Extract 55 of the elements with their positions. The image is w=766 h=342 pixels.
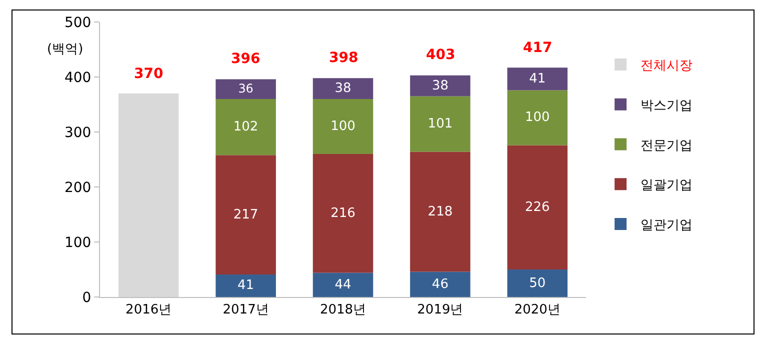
legend-label: 박스기업 xyxy=(640,98,693,114)
total-label: 403 xyxy=(426,47,456,63)
data-label: 226 xyxy=(524,200,550,215)
data-label: 100 xyxy=(524,110,550,126)
bar xyxy=(118,94,179,297)
total-label: 417 xyxy=(523,40,552,56)
y-tick-label: 200 xyxy=(64,180,92,196)
y-tick-label: 400 xyxy=(64,70,92,86)
y-tick-label: 300 xyxy=(64,124,92,141)
data-label: 46 xyxy=(432,276,448,292)
y-tick-label: 0 xyxy=(82,290,92,306)
data-label: 217 xyxy=(233,207,258,222)
data-label: 216 xyxy=(330,206,356,221)
data-label: 38 xyxy=(334,81,352,96)
data-label: 218 xyxy=(428,204,453,220)
data-label: 102 xyxy=(233,120,258,135)
x-tick-label: 2020년 xyxy=(514,302,560,318)
bar xyxy=(312,272,374,297)
legend-label: 일괄기업 xyxy=(640,178,693,194)
bar xyxy=(312,154,374,273)
x-tick-label: 2017년 xyxy=(222,302,269,318)
bar xyxy=(312,99,374,154)
bar xyxy=(410,75,470,96)
total-label: 370 xyxy=(134,66,164,82)
bar xyxy=(216,79,276,99)
bar xyxy=(216,155,276,274)
data-label: 101 xyxy=(428,116,453,132)
bar xyxy=(216,274,276,297)
bar xyxy=(507,68,568,90)
y-tick-label: 500 xyxy=(64,14,92,31)
bar xyxy=(507,145,568,270)
data-label: 50 xyxy=(529,276,546,291)
bar xyxy=(507,90,568,146)
y-axis-title: (백억) xyxy=(47,42,84,57)
x-tick-label: 2019년 xyxy=(417,302,464,318)
bar xyxy=(312,78,374,99)
bar xyxy=(410,152,470,272)
data-label: 100 xyxy=(330,119,356,134)
bar xyxy=(410,272,470,297)
y-tick-label: 100 xyxy=(64,234,92,251)
bar xyxy=(216,99,276,156)
data-label: 41 xyxy=(529,71,546,86)
x-tick-label: 2016년 xyxy=(126,302,172,318)
legend-label: 전문기업 xyxy=(640,138,693,154)
legend-label: 전체시장 xyxy=(640,58,693,74)
legend-label: 일관기업 xyxy=(640,218,693,234)
bar xyxy=(507,270,568,297)
data-label: 36 xyxy=(238,81,254,96)
x-tick-label: 2018년 xyxy=(320,302,366,318)
data-label: 41 xyxy=(238,278,254,294)
bar xyxy=(410,96,470,152)
total-label: 398 xyxy=(329,50,358,66)
total-label: 396 xyxy=(231,51,260,67)
data-label: 44 xyxy=(334,277,352,292)
data-label: 38 xyxy=(432,78,448,94)
